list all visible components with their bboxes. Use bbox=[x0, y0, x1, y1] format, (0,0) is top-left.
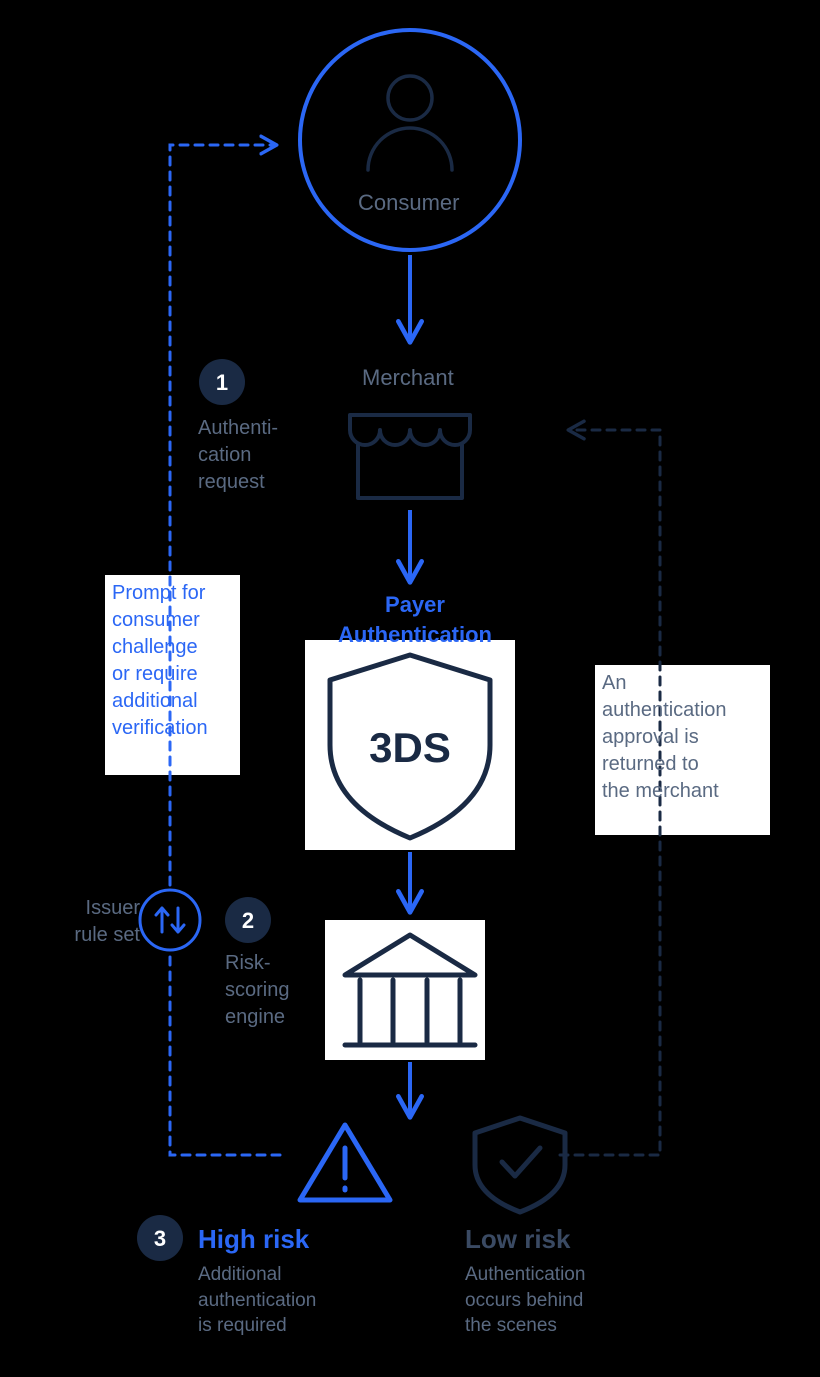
high-risk-sub: Additional authentication is required bbox=[198, 1262, 378, 1339]
issuer-circle bbox=[140, 890, 200, 950]
svg-text:3: 3 bbox=[154, 1226, 166, 1251]
svg-text:2: 2 bbox=[242, 908, 254, 933]
issuer-label: Issuer rule set bbox=[45, 895, 140, 949]
right-approval-text: An authentication approval is returned t… bbox=[602, 670, 772, 805]
low-risk-title: Low risk bbox=[465, 1222, 570, 1257]
low-risk-sub: Authentication occurs behind the scenes bbox=[465, 1262, 665, 1339]
badge-1: 1 bbox=[199, 359, 245, 405]
badge-3: 3 bbox=[137, 1215, 183, 1261]
store-icon bbox=[350, 415, 470, 498]
left-prompt-text: Prompt for consumer challenge or require… bbox=[112, 580, 242, 742]
person-icon bbox=[368, 76, 452, 170]
badge-2: 2 bbox=[225, 897, 271, 943]
warning-triangle-icon bbox=[300, 1125, 390, 1200]
badge2-text: Risk- scoring engine bbox=[225, 950, 335, 1031]
shield-3ds-text: 3DS bbox=[369, 724, 451, 771]
badge1-text: Authenti- cation request bbox=[198, 415, 318, 496]
bank-icon bbox=[345, 935, 475, 1045]
high-risk-title: High risk bbox=[198, 1222, 309, 1257]
merchant-label: Merchant bbox=[362, 363, 454, 393]
shield-check-icon bbox=[475, 1118, 565, 1212]
payer-auth-title: Payer Authentication bbox=[330, 590, 500, 649]
svg-text:1: 1 bbox=[216, 370, 228, 395]
consumer-label: Consumer bbox=[358, 188, 459, 218]
